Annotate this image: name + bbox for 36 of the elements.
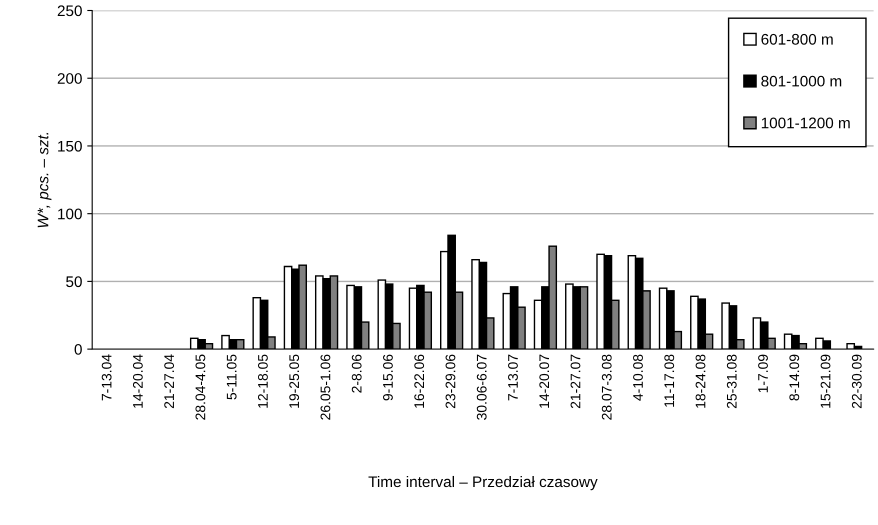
x-tick-label: 28.07-3.08 xyxy=(602,354,612,420)
x-tick-label: 9-15.06 xyxy=(383,354,393,400)
y-tick-label: 200 xyxy=(58,73,82,84)
y-tick-label: 50 xyxy=(66,276,82,288)
y-tick-label: 0 xyxy=(74,344,82,355)
y-tick-label: 100 xyxy=(58,208,82,220)
x-tick-label: 7-13.07 xyxy=(508,354,518,400)
y-tick-label: 150 xyxy=(58,140,82,152)
legend-label: 601-800 m xyxy=(761,34,833,45)
x-tick-label: 14-20.04 xyxy=(132,354,143,408)
x-tick-label: 21-27.07 xyxy=(570,354,580,408)
x-tick-label: 18-24.08 xyxy=(696,354,706,408)
x-tick-label: 2-8.06 xyxy=(352,354,362,393)
x-tick-label: 1-7.09 xyxy=(758,354,768,392)
x-tick-label: 8-14.09 xyxy=(789,354,800,400)
x-axis-title: Time interval – Przedział czasowy xyxy=(368,476,598,490)
x-tick-label: 11-17.08 xyxy=(664,354,674,407)
x-tick-label: 19-25.05 xyxy=(289,354,300,408)
x-tick-label: 25-31.08 xyxy=(726,354,737,408)
x-tick-label: 7-13.04 xyxy=(102,354,112,400)
x-tick-label: 28.04-4.05 xyxy=(195,354,206,420)
x-tick-label: 14-20.07 xyxy=(539,354,550,408)
legend-label: 1001-1200 m xyxy=(762,118,850,128)
y-axis-title: W*, pcs. – szt. xyxy=(38,132,52,228)
legend-label: 801-1000 m xyxy=(761,76,842,87)
y-tick-label: 250 xyxy=(58,5,82,16)
x-tick-label: 21-27.04 xyxy=(164,354,174,408)
x-tick-label: 23-29.06 xyxy=(446,354,456,408)
x-tick-label: 26.05-1.06 xyxy=(320,354,330,420)
x-tick-label: 30.06-6.07 xyxy=(476,354,487,420)
x-tick-label: 12-18.05 xyxy=(258,354,268,408)
x-tick-label: 15-21.09 xyxy=(820,354,830,408)
x-tick-label: 5-11.05 xyxy=(226,354,237,400)
x-tick-label: 22-30.09 xyxy=(852,354,862,408)
x-tick-label: 16-22.06 xyxy=(414,354,424,408)
x-tick-label: 4-10.08 xyxy=(633,354,643,401)
